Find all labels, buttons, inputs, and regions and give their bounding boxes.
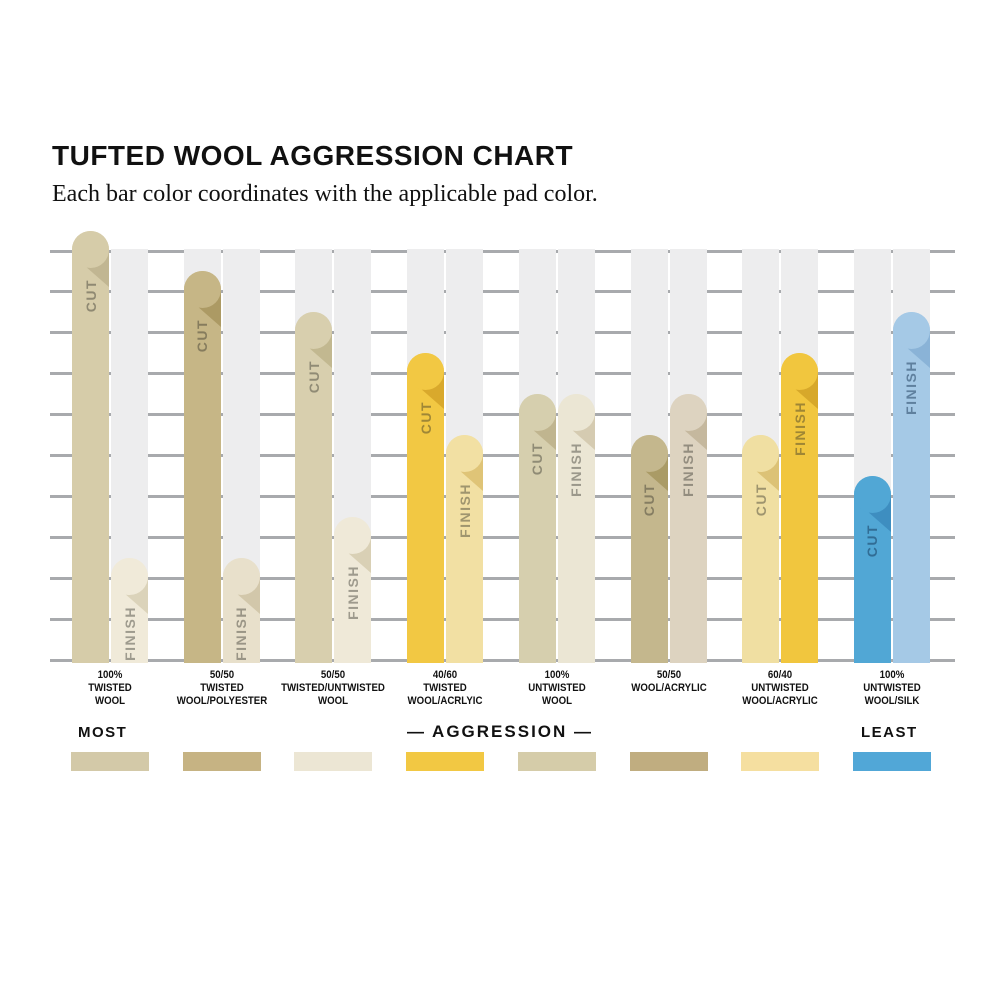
bar-text-cut: CUT — [194, 319, 211, 353]
pad-swatch — [294, 752, 373, 771]
grid-line — [50, 658, 955, 662]
bar-text-cut: CUT — [641, 483, 657, 517]
bar-text-finish: FINISH — [121, 606, 138, 661]
group-label: 50/50 WOOL/ACRYLIC — [630, 669, 707, 694]
group-label: 50/50 TWISTED/UNTWISTED WOOL — [281, 669, 386, 707]
cut-bar: CUT — [407, 353, 445, 663]
grid-line — [50, 249, 955, 253]
pad-swatch — [517, 752, 596, 771]
chart-title: TUFTED WOOL AGGRESSION CHART — [52, 140, 574, 171]
pad-swatch — [741, 752, 820, 771]
finish-bar: FINISH — [222, 558, 260, 663]
cut-bar: CUT — [72, 231, 109, 663]
finish-bar: FINISH — [446, 435, 484, 663]
cut-bar: CUT — [295, 312, 333, 663]
bar-text-finish: FINISH — [903, 360, 920, 415]
most-label: MOST — [78, 724, 128, 741]
group-label: 100% UNTWISTED WOOL/SILK — [863, 669, 921, 707]
grid-line — [50, 617, 955, 621]
pad-swatch — [629, 752, 708, 771]
finish-bar: FINISH — [557, 394, 595, 663]
grid-line — [50, 372, 955, 376]
pad-swatch — [406, 752, 485, 771]
grid-line — [50, 454, 955, 457]
bar-text-finish: FINISH — [233, 606, 250, 661]
bar-text-finish: FINISH — [680, 442, 696, 497]
grid-line — [50, 290, 955, 294]
least-label: LEAST — [861, 724, 918, 741]
grid-line — [50, 494, 955, 498]
bar-text-finish: FINISH — [456, 483, 473, 538]
group-label: 50/50 TWISTED WOOL/POLYESTER — [176, 669, 267, 707]
pad-swatch — [182, 752, 261, 771]
bar-text-cut: CUT — [752, 483, 769, 517]
cut-bar: CUT — [183, 271, 221, 663]
finish-bar: FINISH — [781, 353, 819, 663]
bar-text-cut: CUT — [82, 279, 99, 313]
group-label: 100% UNTWISTED WOOL — [528, 669, 586, 707]
grid-line — [50, 331, 955, 335]
bar-text-cut: CUT — [417, 401, 434, 435]
bar-text-finish: FINISH — [791, 401, 808, 456]
bar-text-finish: FINISH — [568, 442, 585, 497]
bar-text-finish: FINISH — [344, 565, 361, 620]
grid-line — [50, 576, 955, 580]
bar-text-cut: CUT — [305, 360, 322, 394]
cut-bar: CUT — [518, 394, 556, 663]
pad-swatch — [71, 752, 149, 771]
finish-bar: FINISH — [892, 312, 930, 663]
bar-text-cut: CUT — [529, 442, 546, 476]
cut-bar: CUT — [853, 476, 891, 663]
bar-text-cut: CUT — [864, 524, 881, 558]
finish-bar: FINISH — [669, 394, 707, 663]
pad-swatch — [852, 752, 931, 771]
group-label: 40/60 TWISTED WOOL/ACRLYIC — [407, 669, 483, 707]
aggression-label: — AGGRESSION — — [406, 722, 594, 741]
finish-bar: FINISH — [111, 558, 148, 663]
grid-line — [50, 535, 955, 539]
finish-bar: FINISH — [334, 517, 372, 663]
cut-bar: CUT — [742, 435, 780, 663]
cut-bar: CUT — [630, 435, 668, 663]
grid-line — [50, 413, 955, 417]
group-label: 100% TWISTED WOOL — [88, 669, 132, 707]
group-label: 60/40 UNTWISTED WOOL/ACRYLIC — [742, 669, 818, 707]
chart-subtitle: Each bar color coordinates with the appl… — [52, 181, 598, 207]
